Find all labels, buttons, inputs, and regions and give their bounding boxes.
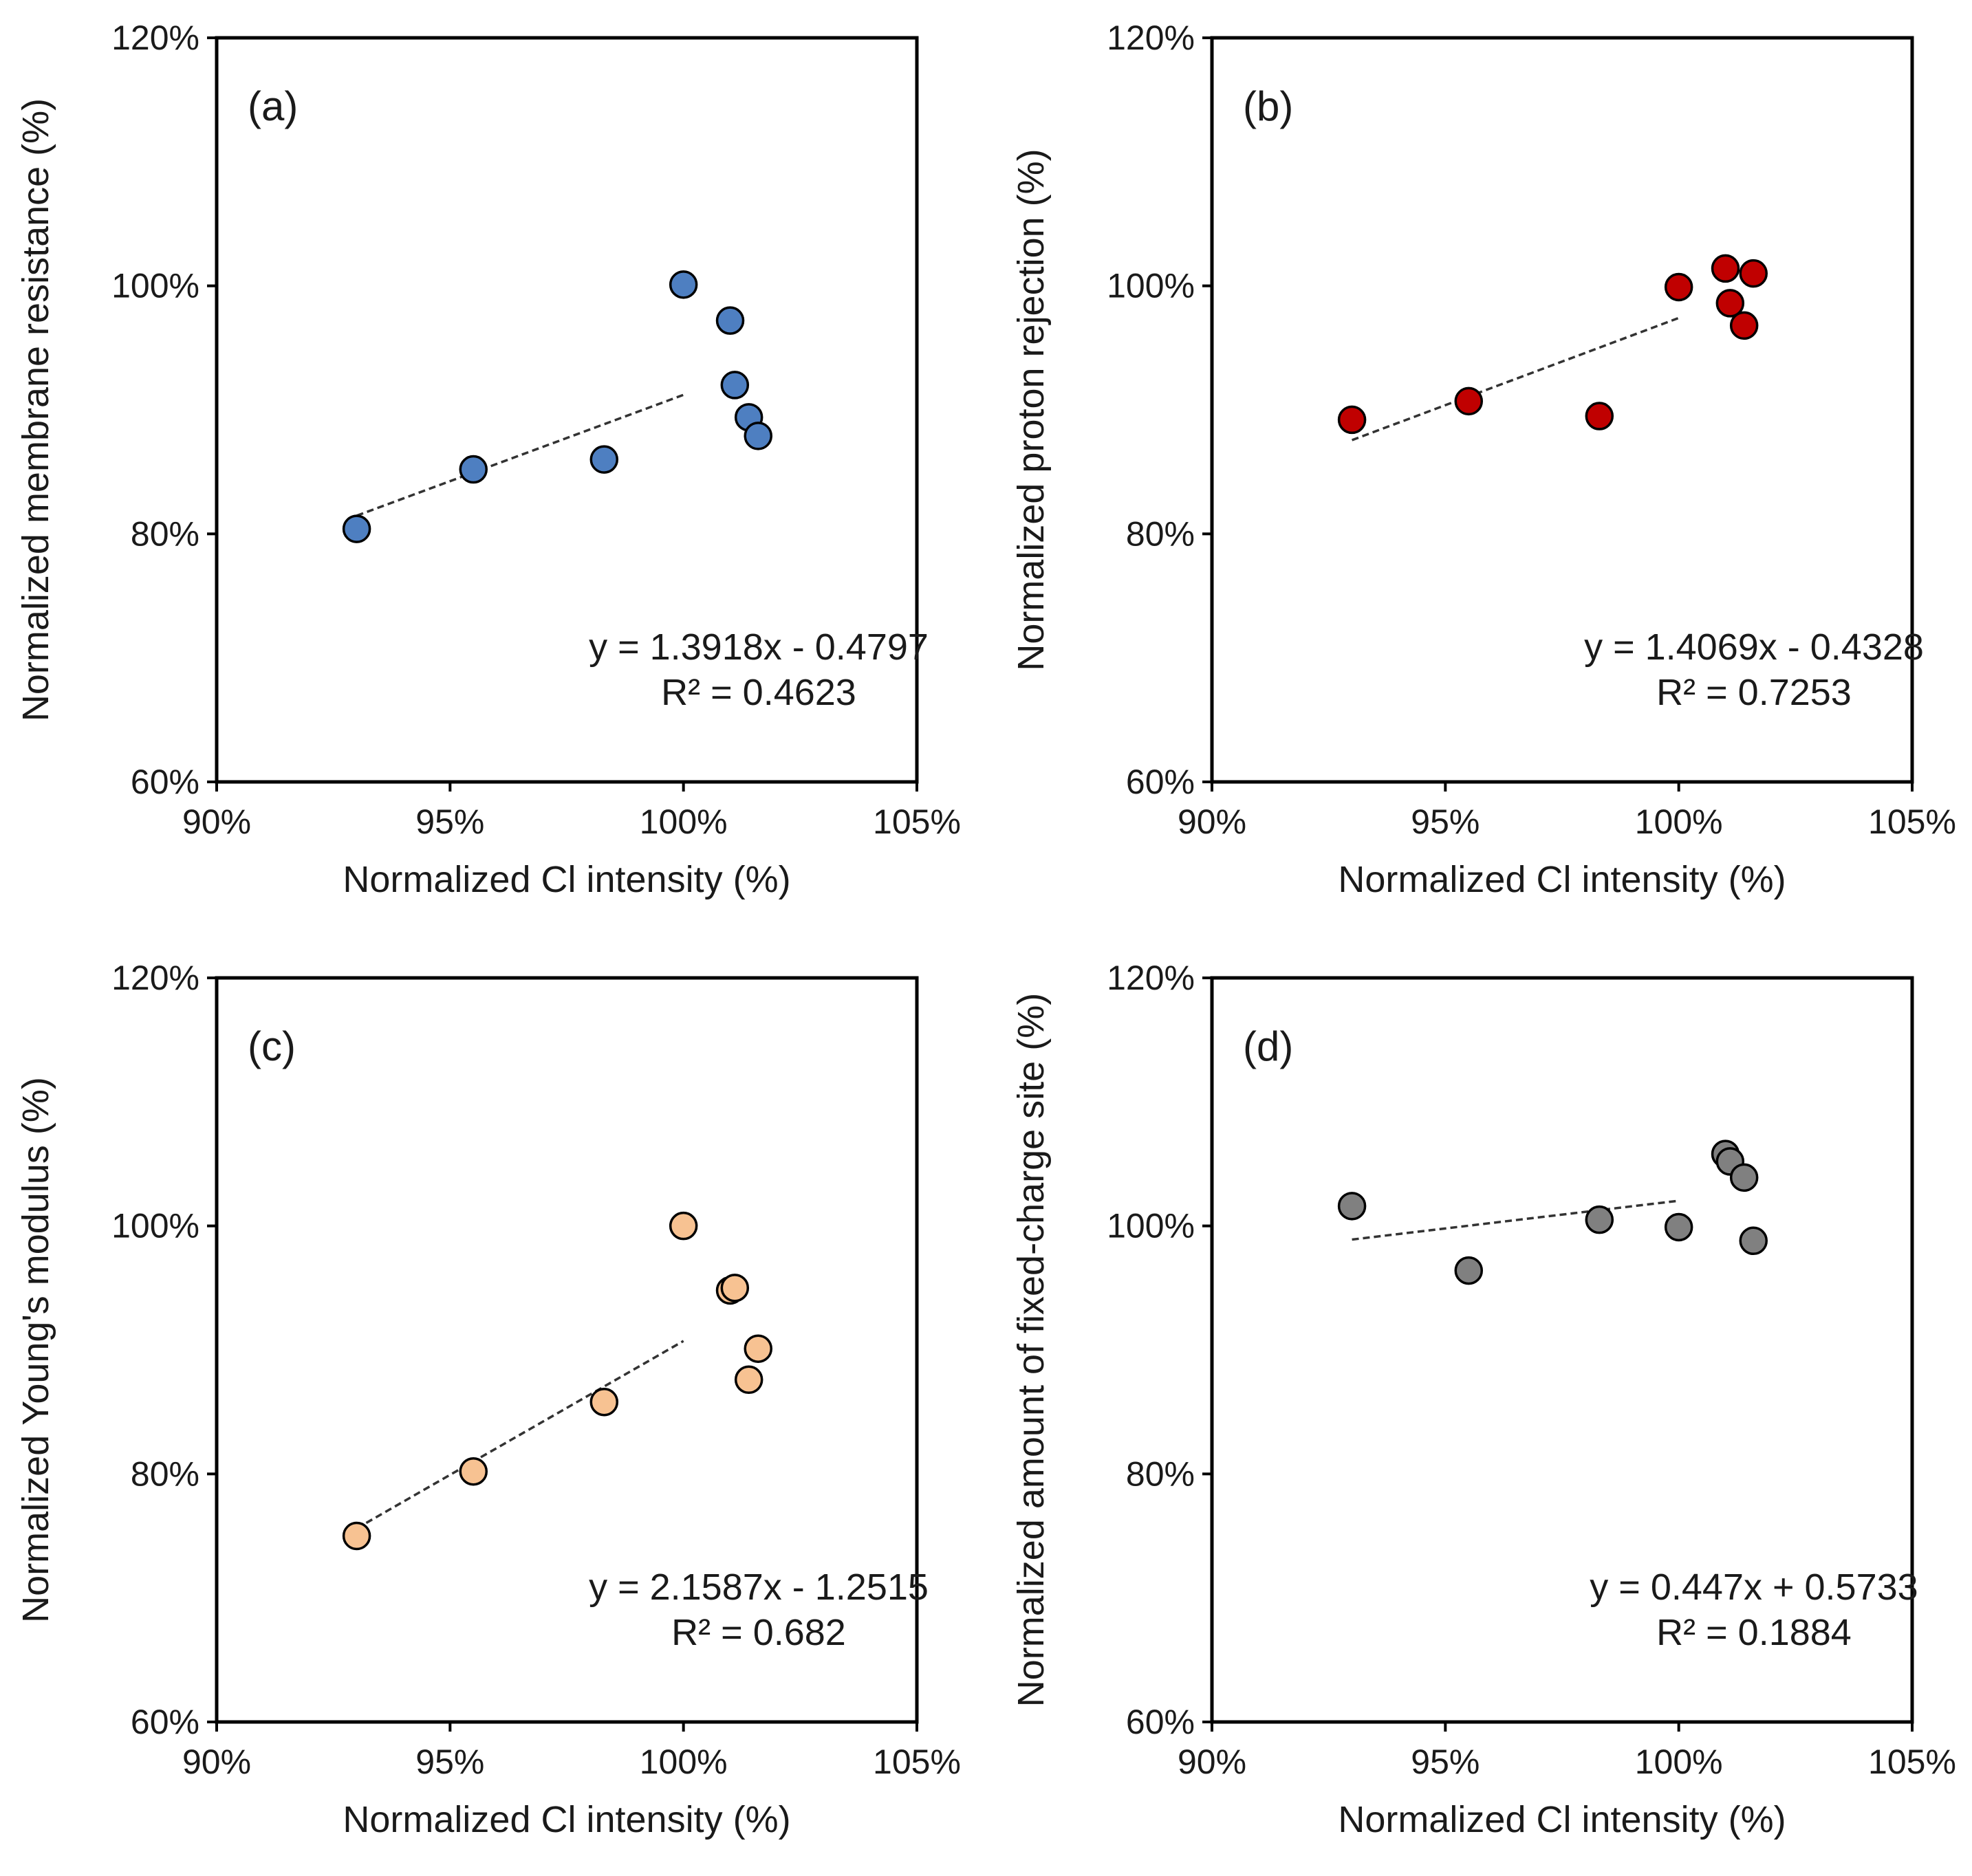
y-tick-label: 120% xyxy=(1107,959,1195,997)
y-tick-label: 80% xyxy=(131,1454,199,1493)
data-point xyxy=(1585,402,1614,430)
trendline xyxy=(1351,316,1680,441)
trendline-equation: y = 1.3918x - 0.4797 xyxy=(589,626,929,668)
r-squared-label: R² = 0.7253 xyxy=(1656,672,1852,713)
r-squared-label: R² = 0.682 xyxy=(671,1612,846,1653)
x-tick-label: 105% xyxy=(873,1743,961,1781)
y-tick-label: 60% xyxy=(131,763,199,801)
data-point xyxy=(1729,1163,1759,1192)
data-point xyxy=(669,270,698,299)
x-axis-title: Normalized Cl intensity (%) xyxy=(1338,1799,1786,1840)
data-point xyxy=(459,1457,488,1486)
y-tick-label: 60% xyxy=(1126,1703,1195,1741)
data-point xyxy=(1454,1256,1484,1285)
data-point xyxy=(1739,259,1768,288)
x-axis-title: Normalized Cl intensity (%) xyxy=(1338,859,1786,900)
y-tick-label: 60% xyxy=(1126,763,1195,801)
panel-d: 90% 95% 100% 105% 60% 80% 100% 120% Normalized C… xyxy=(1010,959,1956,1840)
y-axis-title: Normalized membrane resistance (%) xyxy=(15,98,56,721)
x-tick-label: 90% xyxy=(1178,803,1246,841)
x-tick-label: 95% xyxy=(1411,1743,1480,1781)
data-point xyxy=(720,1274,750,1302)
panel-label: (d) xyxy=(1243,1023,1293,1069)
x-tick-label: 90% xyxy=(182,1743,251,1781)
y-axis-title: Normalized Young's modulus (%) xyxy=(15,1077,56,1623)
trendline-equation: y = 0.447x + 0.5733 xyxy=(1590,1567,1918,1608)
y-tick-label: 80% xyxy=(1126,514,1195,553)
data-point xyxy=(1337,405,1367,435)
data-point xyxy=(589,1387,619,1417)
y-tick-label: 120% xyxy=(111,19,199,57)
trendline-equation: y = 2.1587x - 1.2515 xyxy=(589,1567,929,1608)
plot-frame xyxy=(1210,36,1914,784)
data-point xyxy=(1739,1226,1768,1256)
data-point xyxy=(734,1365,763,1395)
data-point xyxy=(715,306,745,335)
y-axis-title: Normalized proton rejection (%) xyxy=(1010,149,1052,670)
data-point xyxy=(459,455,488,484)
data-point xyxy=(1715,289,1745,318)
y-tick-label: 120% xyxy=(1107,19,1195,57)
panel-a: 90% 95% 100% 105% 60% 80% 100% 120% Normalized C… xyxy=(15,19,961,900)
y-tick-label: 100% xyxy=(1107,1207,1195,1245)
data-point xyxy=(589,445,619,474)
trendline-equation: y = 1.4069x - 0.4328 xyxy=(1584,626,1924,668)
x-tick-label: 100% xyxy=(1635,1743,1723,1781)
x-tick-label: 100% xyxy=(640,803,728,841)
y-tick-label: 80% xyxy=(131,514,199,553)
x-tick-label: 100% xyxy=(640,1743,728,1781)
plot-frame xyxy=(215,976,919,1724)
panel-b: 90% 95% 100% 105% 60% 80% 100% 120% Normalized C… xyxy=(1010,19,1956,900)
panel-c: 90% 95% 100% 105% 60% 80% 100% 120% Normalized C… xyxy=(15,959,961,1840)
x-tick-label: 95% xyxy=(1411,803,1480,841)
x-tick-label: 95% xyxy=(415,803,484,841)
data-point xyxy=(744,1334,773,1363)
data-point xyxy=(1729,311,1759,340)
x-tick-label: 105% xyxy=(873,803,961,841)
y-axis-title: Normalized amount of fixed-charge site (… xyxy=(1010,993,1052,1707)
x-tick-label: 90% xyxy=(1178,1743,1246,1781)
data-point xyxy=(1711,254,1740,283)
y-tick-label: 60% xyxy=(131,1703,199,1741)
y-tick-label: 120% xyxy=(111,959,199,997)
data-point xyxy=(1337,1192,1367,1221)
y-tick-label: 100% xyxy=(111,267,199,305)
x-tick-label: 90% xyxy=(182,803,251,841)
x-axis-title: Normalized Cl intensity (%) xyxy=(343,1799,790,1840)
data-point xyxy=(1664,272,1693,302)
y-tick-label: 80% xyxy=(1126,1454,1195,1493)
data-point xyxy=(1585,1205,1614,1234)
r-squared-label: R² = 0.1884 xyxy=(1656,1612,1852,1653)
x-tick-label: 105% xyxy=(1868,1743,1956,1781)
data-point xyxy=(669,1211,698,1241)
y-tick-label: 100% xyxy=(1107,267,1195,305)
data-point xyxy=(720,371,750,400)
x-tick-label: 105% xyxy=(1868,803,1956,841)
panel-label: (c) xyxy=(248,1023,296,1069)
data-point xyxy=(1454,386,1484,416)
data-point xyxy=(1664,1212,1693,1242)
trendline xyxy=(356,1340,684,1530)
trendline xyxy=(356,393,684,517)
data-point xyxy=(744,422,773,450)
x-tick-label: 100% xyxy=(1635,803,1723,841)
y-tick-label: 100% xyxy=(111,1207,199,1245)
data-point xyxy=(342,514,371,543)
plot-frame xyxy=(1210,976,1914,1724)
x-axis-title: Normalized Cl intensity (%) xyxy=(343,859,790,900)
plot-frame xyxy=(215,36,919,784)
data-point xyxy=(342,1521,371,1551)
panel-label: (a) xyxy=(248,83,298,129)
panel-label: (b) xyxy=(1243,83,1293,129)
x-tick-label: 95% xyxy=(415,1743,484,1781)
r-squared-label: R² = 0.4623 xyxy=(661,672,856,713)
